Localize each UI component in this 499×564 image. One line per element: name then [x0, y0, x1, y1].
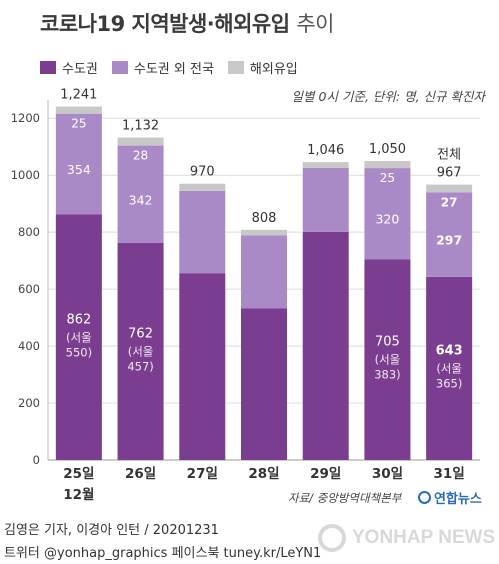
- chart-title-main: 코로나19 지역발생·해외유입: [40, 12, 290, 36]
- watermark: YONHAP NEWS: [318, 522, 495, 554]
- total-label: 1,241: [60, 88, 97, 103]
- segment-label-nonmetro: 342: [129, 192, 153, 207]
- y-tick-label: 1000: [11, 168, 40, 182]
- x-tick-label: 25일: [63, 466, 94, 482]
- bar-segment-nonmetro: [426, 192, 473, 277]
- total-label: 1,046: [307, 143, 344, 158]
- x-tick-label: 31일: [434, 466, 465, 482]
- bar-segment-nonmetro: [117, 145, 164, 243]
- y-tick-label: 600: [18, 282, 40, 296]
- y-tick-label: 800: [18, 225, 40, 239]
- seoul-label: (서울: [128, 344, 154, 358]
- legend-item-imported: 해외유입: [227, 58, 298, 77]
- bar-segment-nonmetro: [55, 113, 102, 215]
- bar-segment-metro: [364, 259, 411, 460]
- bar-segment-metro: [179, 273, 226, 460]
- bar-segment-imported: [364, 160, 411, 169]
- segment-label-metro: 705: [375, 335, 400, 350]
- y-tick-label: 0: [33, 453, 40, 467]
- chart-title-suffix: 추이: [296, 12, 334, 36]
- yonhap-logo: 연합뉴스: [418, 488, 482, 507]
- seoul-label: 457): [127, 359, 153, 373]
- y-tick-label: 200: [18, 396, 40, 410]
- bar-segment-imported: [241, 229, 287, 236]
- seoul-label: (서울: [66, 330, 92, 344]
- bar-segment-metro: [302, 231, 349, 460]
- x-tick-label: 30일: [372, 466, 403, 482]
- legend-swatch-metro: [40, 61, 56, 74]
- x-tick-label: 28일: [248, 466, 279, 482]
- total-label: 1,050: [369, 142, 406, 157]
- unit-note: 일별 0시 기준, 단위: 명, 신규 확진자: [291, 89, 485, 104]
- segment-label-metro: 862: [66, 312, 91, 327]
- seoul-label: 365): [436, 376, 462, 390]
- bar-segment-imported: [302, 162, 349, 168]
- segment-label-nonmetro: 354: [67, 162, 91, 177]
- bar-segment-nonmetro: [241, 235, 287, 309]
- legend-item-nonmetro: 수도권 외 전국: [111, 58, 214, 77]
- bar-segment-metro: [55, 214, 102, 460]
- y-tick-label: 1200: [11, 111, 40, 125]
- total-label: 1,132: [122, 119, 159, 134]
- legend-swatch-imported: [227, 61, 244, 74]
- total-label: 808: [252, 211, 277, 226]
- bar-segment-metro: [117, 242, 164, 460]
- segment-label-nonmetro: 297: [436, 233, 462, 248]
- watermark-icon: [318, 524, 346, 552]
- bar-segment-imported: [426, 184, 473, 193]
- legend-swatch-nonmetro: [111, 61, 128, 74]
- legend: 수도권 수도권 외 전국 해외유입: [40, 58, 298, 77]
- segment-label-nonmetro: 320: [375, 212, 399, 227]
- yonhap-logo-text: 연합뉴스: [434, 492, 482, 507]
- legend-label-metro: 수도권: [62, 62, 98, 77]
- bar-segment-imported: [117, 137, 164, 146]
- bar-segment-imported: [179, 183, 226, 191]
- bar-segment-imported: [55, 106, 102, 114]
- total-label: 970: [190, 165, 215, 180]
- segment-label-imported: 25: [380, 171, 395, 185]
- bar-segment-metro: [241, 308, 287, 460]
- seoul-label: (서울: [436, 361, 462, 375]
- segment-label-imported: 25: [71, 117, 86, 131]
- bar-segment-nonmetro: [364, 168, 411, 260]
- bar-segment-metro: [426, 276, 473, 460]
- seoul-label: 550): [66, 345, 92, 359]
- segment-label-metro: 762: [128, 326, 153, 341]
- segment-label-metro: 643: [436, 343, 463, 358]
- bar-segment-nonmetro: [302, 167, 349, 232]
- social-links: 트위터 @yonhap_graphics 페이스북 tuney.kr/LeYN1: [4, 546, 322, 561]
- seoul-label: (서울: [375, 353, 401, 367]
- x-tick-label: 26일: [125, 466, 156, 482]
- source-text: 자료/ 중앙방역대책본부: [288, 491, 402, 505]
- y-tick-label: 400: [18, 339, 40, 353]
- legend-label-nonmetro: 수도권 외 전국: [133, 62, 214, 77]
- seoul-label: 383): [374, 368, 400, 382]
- legend-item-metro: 수도권: [40, 58, 98, 77]
- segment-label-imported: 27: [441, 195, 458, 209]
- legend-label-imported: 해외유입: [249, 62, 298, 77]
- segment-label-imported: 28: [133, 149, 148, 163]
- total-prefix-label: 전체: [437, 148, 461, 163]
- watermark-text: YONHAP NEWS: [352, 527, 496, 548]
- x-tick-label: 27일: [187, 466, 218, 482]
- total-label: 967: [437, 166, 462, 181]
- chart-title: 코로나19 지역발생·해외유입 추이: [40, 8, 334, 38]
- x-tick-label: 29일: [310, 466, 341, 482]
- byline: 김영은 기자, 이경아 인턴 / 20201231: [4, 523, 219, 538]
- bar-segment-nonmetro: [179, 190, 226, 274]
- x-tick-sublabel: 12월: [63, 486, 94, 503]
- yonhap-logo-icon: [418, 491, 431, 504]
